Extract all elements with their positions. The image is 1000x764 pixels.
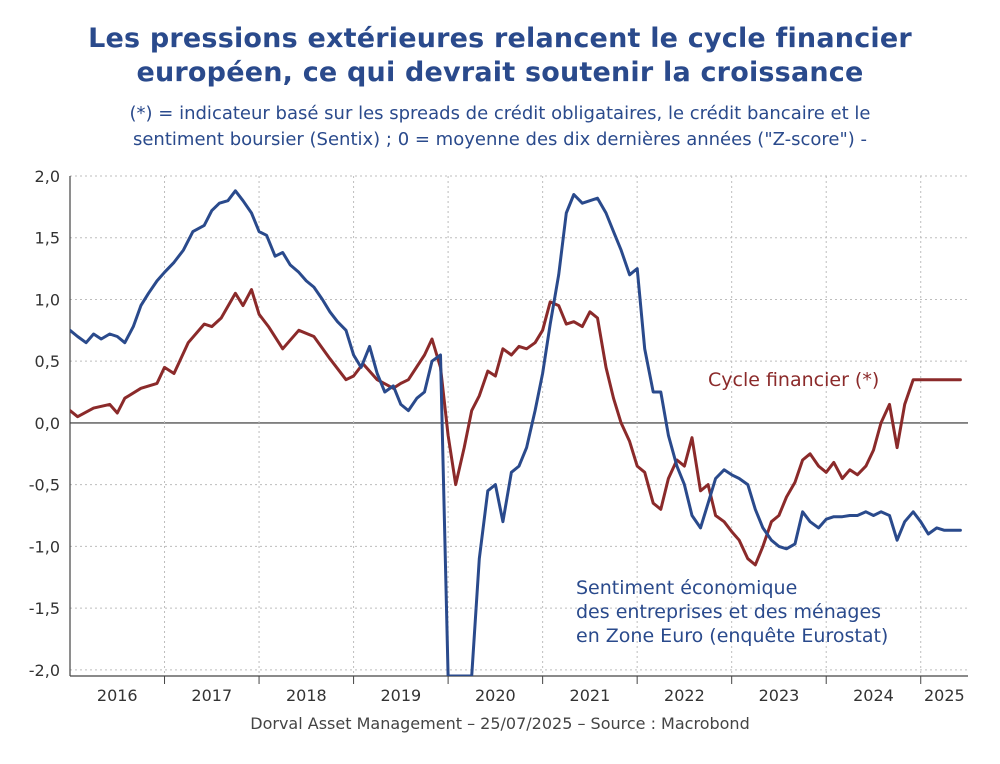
chart-title-line2: européen, ce qui devrait soutenir la cro… [136,57,864,88]
x-tick-label: 2018 [286,686,327,705]
x-tick-label: 2016 [97,686,138,705]
sentiment-label-line2: des entreprises et des ménages [576,601,882,623]
y-tick-label: 1,5 [35,229,60,248]
x-tick-label: 2019 [380,686,421,705]
cycle-financier-label: Cycle financier (*) [708,369,880,391]
y-tick-label: 0,0 [35,414,60,433]
y-tick-label: -1,0 [29,537,60,556]
chart-title-line1: Les pressions extérieures relancent le c… [88,23,912,54]
x-tick-label: 2021 [570,686,611,705]
y-tick-label: 0,5 [35,352,60,371]
series-group [70,189,962,676]
axes: 2,0 1,5 1,0 0,5 0,0 -0,5 -1,0 -1,5 -2,0 2016 2017 2… [29,167,968,705]
sentiment-label-line1: Sentiment économique [576,577,798,599]
source-footer: Dorval Asset Management – 25/07/2025 – S… [250,714,750,733]
x-tick-label: 2023 [759,686,800,705]
x-tick-label: 2017 [191,686,232,705]
y-tick-label: -0,5 [29,476,60,495]
x-tick-label: 2022 [664,686,705,705]
y-tick-label: 1,0 [35,290,60,309]
chart-subtitle-line1: (*) = indicateur basé sur les spreads de… [129,103,871,124]
y-tick-label: -2,0 [29,661,60,680]
sentiment-line [70,189,962,676]
x-tick-label: 2024 [853,686,894,705]
y-tick-label: -1,5 [29,599,60,618]
chart-subtitle-line2: sentiment boursier (Sentix) ; 0 = moyenn… [132,129,867,150]
sentiment-label-line3: en Zone Euro (enquête Eurostat) [576,625,889,647]
x-tick-label: 2020 [475,686,516,705]
x-tick-label: 2025 [924,686,965,705]
sentiment-label: Sentiment économique des entreprises et … [576,576,888,648]
cycle-financier-line [70,288,962,567]
y-tick-label: 2,0 [35,167,60,186]
